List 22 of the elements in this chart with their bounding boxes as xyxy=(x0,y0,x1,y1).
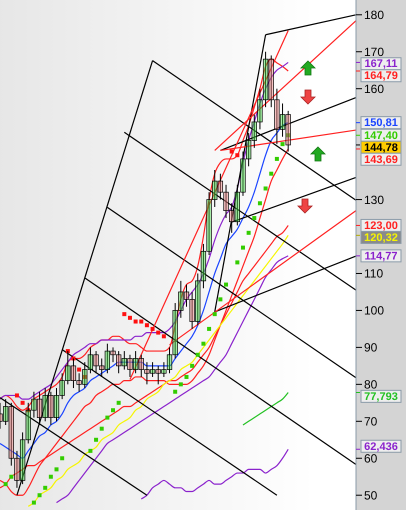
text: 164,79 xyxy=(364,70,398,82)
text: 62,436 xyxy=(364,440,398,453)
text: 120,32 xyxy=(364,232,398,244)
y-tick-label: 70 xyxy=(364,414,378,429)
text: 144,78 xyxy=(364,142,398,154)
text: 77,793 xyxy=(364,390,398,403)
y-tick-label: 80 xyxy=(364,378,378,392)
y-tick-label: 100 xyxy=(364,304,384,318)
text: 114,77 xyxy=(364,250,398,262)
y-tick-label: 60 xyxy=(364,452,378,466)
y-tick-label: 50 xyxy=(364,488,378,502)
text: 123,00 xyxy=(364,220,398,232)
y-tick-label: 130 xyxy=(364,192,384,207)
text: 143,69 xyxy=(364,154,398,166)
text: 150,81 xyxy=(364,117,398,130)
y-tick-label: 160 xyxy=(364,82,384,96)
y-tick-label: 180 xyxy=(364,8,384,22)
text: 167,11 xyxy=(364,58,398,70)
text: 147,40 xyxy=(364,130,398,142)
y-tick-label: 170 xyxy=(364,45,384,59)
y-tick-label: 90 xyxy=(364,340,378,355)
y-tick-label: 110 xyxy=(364,266,384,281)
